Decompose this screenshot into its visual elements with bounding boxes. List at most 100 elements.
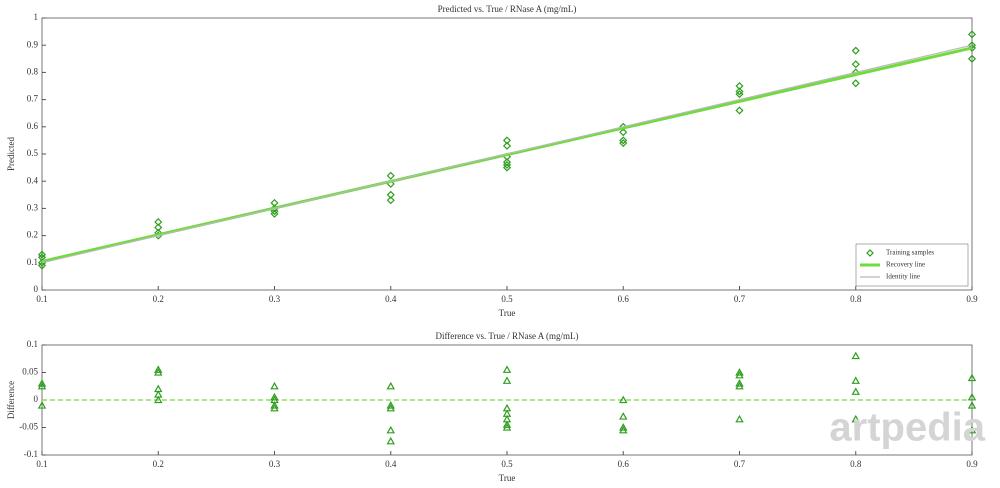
y-axis-label: Difference xyxy=(6,381,16,419)
point xyxy=(619,425,628,434)
point xyxy=(154,217,163,227)
point xyxy=(154,368,163,376)
point xyxy=(619,128,628,137)
y-tick-label: 0.1 xyxy=(27,339,38,349)
point xyxy=(735,90,744,99)
x-tick-label: 0.2 xyxy=(153,294,164,304)
point xyxy=(502,141,512,150)
point xyxy=(619,412,628,420)
x-tick-label: 0.9 xyxy=(966,459,978,469)
point xyxy=(386,196,395,205)
y-tick-label: 0.5 xyxy=(27,148,39,158)
y-tick-label: 1 xyxy=(34,12,39,22)
point xyxy=(967,392,977,401)
y-axis-label: Predicted xyxy=(6,137,16,171)
legend-label: Training samples xyxy=(886,249,934,257)
x-tick-label: 0.5 xyxy=(501,459,513,469)
point xyxy=(502,136,512,145)
x-tick-label: 0.3 xyxy=(269,294,281,304)
point xyxy=(967,373,977,382)
point xyxy=(270,403,279,412)
y-tick-label: 0.3 xyxy=(27,202,39,212)
y-tick-label: 0.4 xyxy=(27,175,39,185)
point xyxy=(851,79,860,88)
y-tick-label: 0.7 xyxy=(27,94,39,104)
point xyxy=(851,387,860,395)
point xyxy=(851,376,860,384)
legend-label: Recovery line xyxy=(886,261,925,269)
point xyxy=(502,158,512,167)
point xyxy=(386,171,395,180)
y-tick-label: 0.8 xyxy=(27,66,39,76)
point xyxy=(735,379,744,387)
y-tick-label: -0.05 xyxy=(19,422,38,432)
point xyxy=(502,160,512,169)
x-tick-label: 0.6 xyxy=(618,459,630,469)
point xyxy=(154,395,163,404)
point xyxy=(967,54,977,63)
x-tick-label: 0.9 xyxy=(966,294,978,304)
point xyxy=(37,379,47,387)
point xyxy=(619,136,628,145)
point xyxy=(154,223,163,232)
point xyxy=(386,190,395,199)
point xyxy=(502,376,512,384)
point xyxy=(37,401,47,409)
point xyxy=(967,43,977,52)
x-tick-label: 0.1 xyxy=(36,459,47,469)
point xyxy=(619,423,628,431)
point xyxy=(619,395,628,404)
y-tick-label: 0.1 xyxy=(27,257,38,267)
point xyxy=(270,392,279,401)
point xyxy=(967,425,977,434)
point xyxy=(619,139,628,148)
x-axis-label: True xyxy=(499,308,516,318)
point xyxy=(735,370,744,379)
point xyxy=(386,403,395,412)
point xyxy=(735,81,744,91)
point xyxy=(502,163,512,172)
point xyxy=(735,106,744,115)
point xyxy=(502,365,512,373)
point xyxy=(851,414,860,423)
point xyxy=(735,381,744,390)
chart-title: Difference vs. True / RNase A (mg/mL) xyxy=(435,331,578,341)
x-tick-label: 0.1 xyxy=(36,294,47,304)
point xyxy=(386,401,395,409)
y-tick-label: 0.9 xyxy=(27,39,39,49)
point xyxy=(386,425,395,434)
point xyxy=(386,436,395,445)
point xyxy=(502,420,512,428)
point xyxy=(37,250,47,259)
point xyxy=(154,365,163,373)
x-tick-label: 0.7 xyxy=(734,459,746,469)
y-tick-label: 0.6 xyxy=(27,121,39,131)
point xyxy=(735,87,744,96)
y-tick-label: 0 xyxy=(34,284,39,294)
x-tick-label: 0.5 xyxy=(501,294,513,304)
x-axis-label: True xyxy=(499,473,516,483)
legend-label: Identity line xyxy=(886,273,920,281)
point xyxy=(735,368,744,376)
x-tick-label: 0.4 xyxy=(385,459,397,469)
y-tick-label: 0 xyxy=(34,394,39,404)
x-tick-label: 0.4 xyxy=(385,294,397,304)
watermark: artpedia xyxy=(829,406,985,450)
point xyxy=(270,209,279,218)
point xyxy=(37,381,47,390)
point xyxy=(967,401,977,409)
point xyxy=(502,423,512,431)
point xyxy=(851,351,860,360)
point xyxy=(386,381,395,390)
point xyxy=(851,46,860,55)
line xyxy=(41,44,973,264)
y-tick-label: 0.05 xyxy=(22,367,38,377)
x-tick-label: 0.8 xyxy=(850,459,862,469)
y-tick-label: -0.1 xyxy=(24,449,38,459)
point xyxy=(967,30,977,39)
line xyxy=(41,46,973,263)
point xyxy=(735,414,744,423)
y-tick-label: 0.2 xyxy=(27,230,38,240)
point xyxy=(851,60,860,69)
